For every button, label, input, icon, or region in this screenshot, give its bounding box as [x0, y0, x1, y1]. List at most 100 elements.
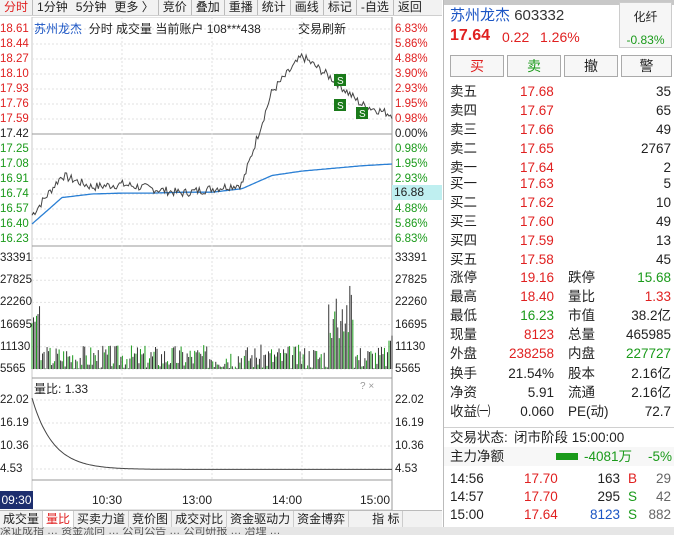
level-price[interactable]: 17.62: [520, 195, 554, 210]
tick-count: 29: [655, 471, 671, 486]
pct-axis-label: 4.88%: [395, 203, 428, 215]
chart-account-label: 当前账户: [155, 22, 204, 36]
volume-ratio-header: 量比: 1.33: [34, 380, 88, 397]
tab-volume-ratio[interactable]: 量比: [43, 511, 75, 527]
level-price[interactable]: 17.60: [520, 214, 554, 229]
price-axis-label: 16.23: [0, 233, 29, 245]
ratio-axis-label-left: 4.53: [0, 463, 23, 475]
level-price[interactable]: 17.66: [520, 122, 554, 137]
ratio-axis-label-left: 10.36: [0, 440, 29, 452]
price-axis-label: 18.44: [0, 38, 29, 50]
tick-side: S: [628, 507, 638, 522]
sell-signal-label: S: [337, 76, 344, 87]
price-axis-label: 16.74: [0, 188, 29, 200]
stat-value: 2.16亿: [631, 366, 671, 381]
back-button[interactable]: 返回: [397, 0, 422, 14]
tab-trade-compare[interactable]: 成交对比: [172, 511, 228, 527]
ratio-axis-label-right: 4.53: [395, 463, 418, 475]
stats-divider-2: [444, 3, 674, 4]
pct-axis-label: 2.93%: [395, 83, 428, 95]
tick-price: 17.70: [524, 489, 558, 504]
tab-fund-game[interactable]: 资金博弈: [294, 511, 350, 527]
net-inflow-bar: [556, 453, 578, 460]
level-price[interactable]: 17.68: [520, 84, 554, 99]
overlay-button[interactable]: 叠加: [192, 0, 225, 15]
volume-ratio-value: 1.33: [64, 382, 89, 396]
bid-row: 买五 17.58 45: [444, 250, 674, 269]
pct-axis-label: 0.98%: [395, 113, 428, 125]
stats-row: 净资 5.91 流通 2.16亿: [444, 383, 674, 402]
trade-status-label: 交易状态:: [450, 430, 508, 445]
stat-value: 0.060: [520, 404, 554, 419]
tab-volume[interactable]: 成交量: [0, 511, 44, 527]
watchlist-button[interactable]: -自选: [357, 0, 394, 15]
ask-row: 卖四 17.67 65: [444, 101, 674, 120]
stats-button[interactable]: 统计: [258, 0, 291, 15]
level-volume: 49: [655, 214, 671, 229]
intraday-chart-svg: S S S: [31, 17, 393, 510]
intraday-chart[interactable]: S S S 苏州龙杰 分时 成交量 当前账户 108***438 交易刷新 18.6…: [0, 17, 442, 510]
level-price[interactable]: 17.65: [520, 141, 554, 156]
volume-axis-label-left: 16695: [0, 318, 32, 331]
tick-time: 14:57: [450, 489, 484, 504]
buy-button[interactable]: 买: [450, 55, 504, 77]
tab-fund-drive[interactable]: 资金驱动力: [227, 511, 295, 527]
level-price[interactable]: 17.63: [520, 176, 554, 191]
stock-name[interactable]: 苏州龙杰: [450, 7, 511, 24]
sell-button[interactable]: 卖: [507, 55, 561, 77]
chart-stock-name: 苏州龙杰: [34, 22, 83, 36]
level-price[interactable]: 17.64: [520, 160, 554, 175]
price-axis-label: 16.91: [0, 173, 29, 185]
level-price[interactable]: 17.59: [520, 233, 554, 248]
volume-axis-label-right: 22260: [395, 296, 427, 309]
price-axis-label: 17.25: [0, 143, 29, 155]
tab-buy-sell-force[interactable]: 买卖力道: [74, 511, 130, 527]
tab-intraday[interactable]: 分时: [0, 0, 34, 15]
stat-value: 2.16亿: [631, 385, 671, 400]
trade-refresh-button[interactable]: 交易刷新: [298, 22, 347, 36]
level-label: 买四: [450, 233, 477, 248]
pct-axis-label: 5.86%: [395, 38, 428, 50]
mark-button[interactable]: 标记: [324, 0, 357, 15]
level-price[interactable]: 17.58: [520, 252, 554, 267]
sell-signal-marker[interactable]: [356, 107, 368, 119]
tick-volume: 8123: [589, 507, 620, 522]
chart-header: 苏州龙杰 分时 成交量 当前账户 108***438: [34, 20, 261, 37]
level-volume: 65: [655, 103, 671, 118]
auction-button[interactable]: 竞价: [159, 0, 192, 15]
stat-value: 465985: [625, 327, 671, 342]
book-divider-mid: [444, 1, 674, 2]
ratio-axis-label-left: 22.02: [0, 394, 29, 406]
level-price[interactable]: 17.67: [520, 103, 554, 118]
tab-more[interactable]: 更多 〉: [110, 0, 159, 15]
time-axis-start: 09:30: [0, 491, 33, 509]
level-label: 卖一: [450, 160, 477, 175]
current-price-marker: 16.88: [392, 185, 442, 200]
replay-button[interactable]: 重播: [225, 0, 258, 15]
tab-auction-chart[interactable]: 竞价图: [129, 511, 173, 527]
cancel-order-button[interactable]: 撤: [564, 55, 618, 77]
pct-axis-label: 6.83%: [395, 233, 428, 245]
tab-indicators[interactable]: 指 标: [369, 511, 404, 527]
tab-1min[interactable]: 1分钟: [37, 0, 68, 14]
panel-controls[interactable]: ? ×: [360, 381, 375, 392]
level-label: 买三: [450, 214, 477, 229]
stat-value: 238258: [508, 346, 554, 361]
sell-signal-marker[interactable]: [334, 74, 346, 86]
bid-row: 买一 17.63 5: [444, 174, 674, 193]
sell-signal-marker[interactable]: [334, 99, 346, 111]
level-volume: 35: [655, 84, 671, 99]
stat-label: 外盘: [450, 346, 477, 361]
net-inflow-row[interactable]: 主力净额 -4081万 -5%: [444, 447, 674, 466]
stat-value: 5.91: [527, 385, 554, 400]
sector-box[interactable]: 化纤 -0.83%: [619, 2, 672, 48]
volume-ratio-line: [31, 397, 392, 470]
tick-side: B: [628, 471, 638, 486]
tick-price: 17.70: [524, 471, 558, 486]
stat-value: 227727: [625, 346, 671, 361]
time-axis-1030: 10:30: [92, 493, 123, 507]
sell-signal-label: S: [359, 109, 366, 120]
tab-5min[interactable]: 5分钟: [75, 0, 107, 14]
draw-button[interactable]: 画线: [291, 0, 324, 15]
alert-button[interactable]: 警: [621, 55, 672, 77]
